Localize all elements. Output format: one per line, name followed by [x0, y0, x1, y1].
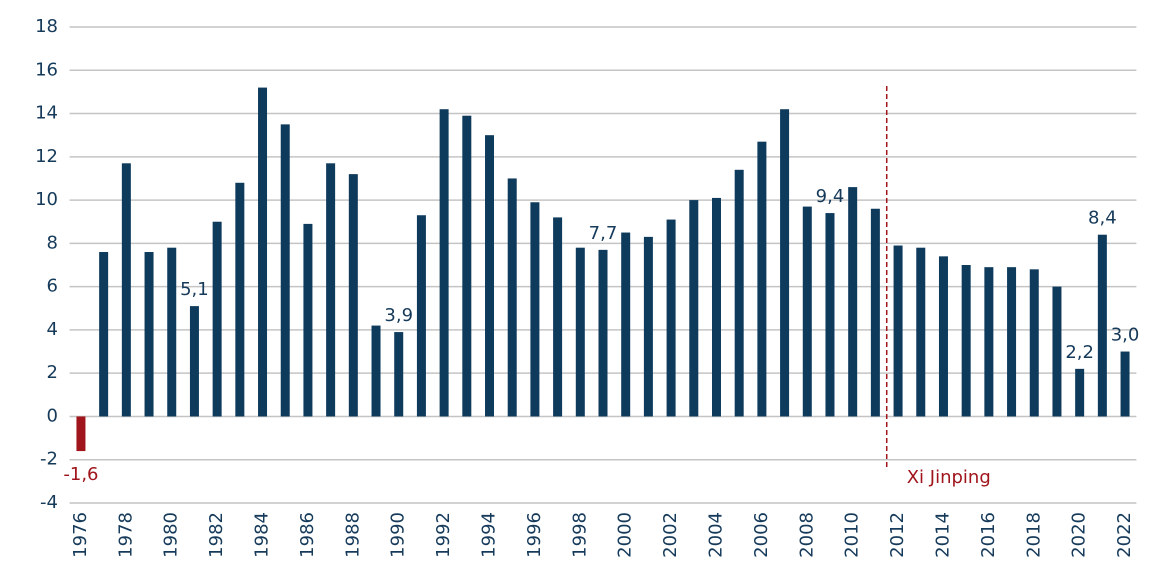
y-tick-label: 0 — [47, 405, 58, 426]
bar — [575, 247, 585, 417]
value-label: 8,4 — [1088, 208, 1117, 229]
bar — [76, 416, 86, 452]
value-label: 3,0 — [1111, 325, 1140, 346]
bar — [643, 236, 653, 417]
x-tick-label: 2004 — [705, 512, 726, 558]
value-label: 2,2 — [1065, 342, 1094, 363]
bar — [666, 219, 676, 417]
x-tick-label: 1994 — [479, 512, 500, 558]
bar — [1120, 351, 1130, 417]
x-tick-label: 2008 — [796, 512, 817, 558]
bar — [167, 247, 177, 417]
bar — [689, 200, 699, 417]
bar — [280, 124, 290, 417]
value-label: 9,4 — [816, 186, 845, 207]
bar — [757, 141, 767, 417]
bar — [235, 182, 245, 417]
y-tick-label: 10 — [35, 189, 58, 210]
y-tick-label: -4 — [40, 492, 58, 513]
x-tick-label: 2020 — [1069, 512, 1090, 558]
bar — [212, 221, 222, 417]
bar — [348, 174, 358, 417]
x-tick-label: 2016 — [978, 512, 999, 558]
x-tick-label: 2002 — [660, 512, 681, 558]
bar — [1075, 368, 1085, 417]
y-tick-label: 6 — [47, 276, 58, 297]
value-label: -1,6 — [63, 464, 98, 485]
bar — [711, 197, 721, 417]
bar — [598, 249, 608, 417]
x-tick-label: 1976 — [70, 512, 91, 558]
bar — [371, 325, 381, 417]
x-tick-label: 1992 — [433, 512, 454, 558]
bar — [507, 178, 517, 417]
bar — [825, 213, 835, 417]
x-tick-label: 2012 — [887, 512, 908, 558]
x-tick-label: 1980 — [161, 512, 182, 558]
bar — [144, 252, 154, 417]
x-tick-label: 1988 — [342, 512, 363, 558]
y-tick-label: -2 — [40, 449, 58, 470]
x-tick-label: 1982 — [206, 512, 227, 558]
y-tick-label: 4 — [47, 319, 58, 340]
bar — [984, 267, 994, 417]
x-tick-label: 2018 — [1023, 512, 1044, 558]
x-tick-label: 1990 — [388, 512, 409, 558]
bar — [394, 332, 404, 417]
bar — [961, 265, 971, 417]
x-tick-label: 2022 — [1114, 512, 1135, 558]
bar — [916, 247, 926, 417]
x-tick-label: 1986 — [297, 512, 318, 558]
bar — [1097, 234, 1107, 417]
x-tick-label: 2006 — [751, 512, 772, 558]
y-tick-label: 2 — [47, 362, 58, 383]
x-tick-label: 1978 — [115, 512, 136, 558]
bar — [303, 223, 313, 417]
x-tick-label: 1984 — [252, 512, 273, 558]
bar — [258, 87, 268, 417]
bar — [780, 109, 790, 417]
x-tick-label: 2000 — [615, 512, 636, 558]
bar — [621, 232, 631, 417]
bar — [938, 256, 948, 417]
bar — [121, 163, 131, 417]
y-tick-label: 8 — [47, 232, 58, 253]
bar — [848, 187, 858, 417]
x-tick-label: 2010 — [842, 512, 863, 558]
bar — [485, 135, 495, 417]
value-label: 5,1 — [180, 279, 209, 300]
bar — [1007, 267, 1017, 417]
bar — [189, 306, 199, 417]
y-tick-label: 18 — [35, 16, 58, 37]
x-tick-label: 1998 — [569, 512, 590, 558]
value-label: 7,7 — [589, 223, 618, 244]
y-tick-label: 12 — [35, 146, 58, 167]
bar — [1029, 269, 1039, 417]
x-tick-label: 1996 — [524, 512, 545, 558]
bar — [326, 163, 336, 417]
bar — [734, 169, 744, 417]
bar — [530, 202, 540, 417]
bar — [416, 215, 426, 417]
bar — [553, 217, 563, 417]
bar — [893, 245, 903, 417]
value-label: 3,9 — [384, 305, 413, 326]
bar — [802, 206, 812, 417]
bar — [99, 252, 109, 417]
bar — [1052, 286, 1062, 417]
y-tick-label: 16 — [35, 59, 58, 80]
bar — [462, 115, 472, 417]
bar — [439, 109, 449, 417]
bar — [870, 208, 880, 417]
annotation-label: Xi Jinping — [907, 467, 991, 488]
y-tick-label: 14 — [35, 103, 58, 124]
x-tick-label: 2014 — [932, 512, 953, 558]
